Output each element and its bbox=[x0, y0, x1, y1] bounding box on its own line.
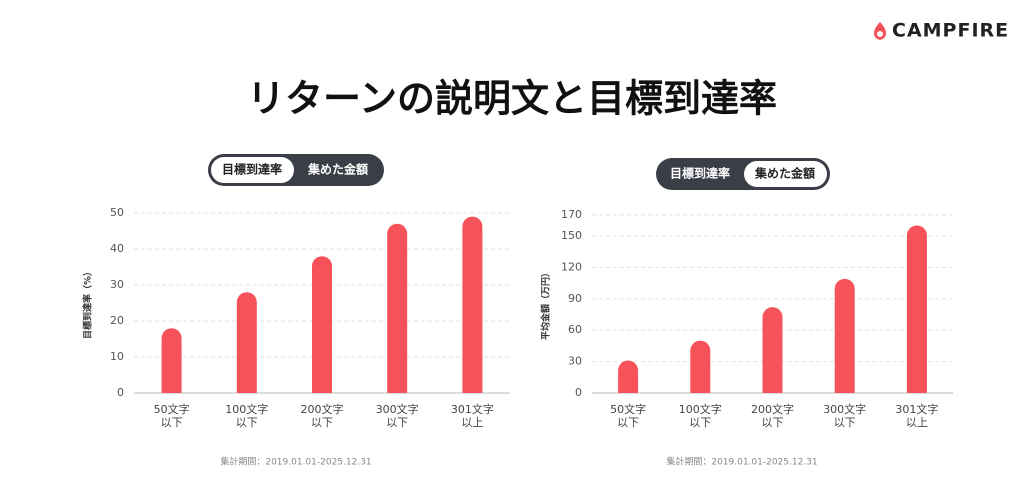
bar bbox=[312, 256, 332, 393]
title: リターンの説明文と目標到達率 bbox=[247, 77, 777, 121]
y-tick-label: 40 bbox=[110, 242, 124, 255]
x-tick-label: 301文字 bbox=[895, 402, 938, 416]
toggle-option[interactable]: 集めた金額 bbox=[754, 166, 815, 181]
y-tick-label: 90 bbox=[568, 292, 582, 305]
bar bbox=[618, 360, 639, 393]
bar bbox=[834, 278, 855, 393]
y-tick-label: 50 bbox=[110, 206, 124, 219]
bar bbox=[161, 328, 182, 393]
x-tick-label: 50文字 bbox=[154, 402, 190, 416]
bar bbox=[236, 292, 257, 393]
y-axis-label: 平均金額（万円） bbox=[540, 268, 552, 340]
bar bbox=[690, 340, 711, 393]
x-tick-label: 以下 bbox=[386, 416, 408, 429]
y-axis-label: 目標到達率（%） bbox=[82, 267, 94, 339]
toggle-option[interactable]: 目標到達率 bbox=[222, 162, 282, 177]
toggle-active bbox=[211, 157, 294, 183]
toggle-option[interactable]: 集めた金額 bbox=[307, 162, 368, 177]
bar bbox=[462, 216, 483, 393]
x-tick-label: 100文字 bbox=[225, 402, 268, 416]
y-tick-label: 60 bbox=[568, 323, 582, 336]
x-tick-label: 以下 bbox=[617, 416, 639, 429]
period-note: 集計期間：2019.01.01-2025.12.31 bbox=[220, 456, 371, 468]
x-tick-label: 以上 bbox=[906, 416, 928, 429]
bar bbox=[762, 307, 783, 393]
y-tick-label: 10 bbox=[110, 350, 124, 363]
y-tick-label: 20 bbox=[110, 314, 124, 327]
y-tick-label: 0 bbox=[117, 386, 124, 399]
logo: CAMPFIRE bbox=[892, 20, 1009, 42]
toggle-active bbox=[744, 161, 827, 187]
toggle-option[interactable]: 目標到達率 bbox=[670, 166, 730, 181]
y-tick-label: 170 bbox=[561, 208, 582, 221]
y-tick-label: 30 bbox=[110, 278, 124, 291]
period-note: 集計期間：2019.01.01-2025.12.31 bbox=[666, 456, 817, 468]
x-tick-label: 300文字 bbox=[376, 402, 419, 416]
x-tick-label: 以下 bbox=[689, 416, 711, 429]
x-tick-label: 300文字 bbox=[823, 402, 866, 416]
x-tick-label: 301文字 bbox=[451, 402, 494, 416]
x-tick-label: 以上 bbox=[461, 416, 483, 429]
x-tick-label: 200文字 bbox=[301, 402, 344, 416]
x-tick-label: 50文字 bbox=[610, 402, 646, 416]
bar bbox=[387, 223, 408, 393]
x-tick-label: 200文字 bbox=[751, 402, 794, 416]
y-tick-label: 30 bbox=[568, 355, 582, 368]
bar bbox=[906, 225, 927, 393]
y-tick-label: 120 bbox=[561, 260, 582, 273]
x-tick-label: 100文字 bbox=[679, 402, 722, 416]
x-tick-label: 以下 bbox=[311, 416, 333, 429]
x-tick-label: 以下 bbox=[236, 416, 258, 429]
x-tick-label: 以下 bbox=[762, 416, 784, 429]
y-tick-label: 0 bbox=[575, 386, 582, 399]
y-tick-label: 150 bbox=[561, 229, 582, 242]
logo-icon-inner bbox=[877, 31, 883, 37]
x-tick-label: 以下 bbox=[161, 416, 183, 429]
x-tick-label: 以下 bbox=[834, 416, 856, 429]
